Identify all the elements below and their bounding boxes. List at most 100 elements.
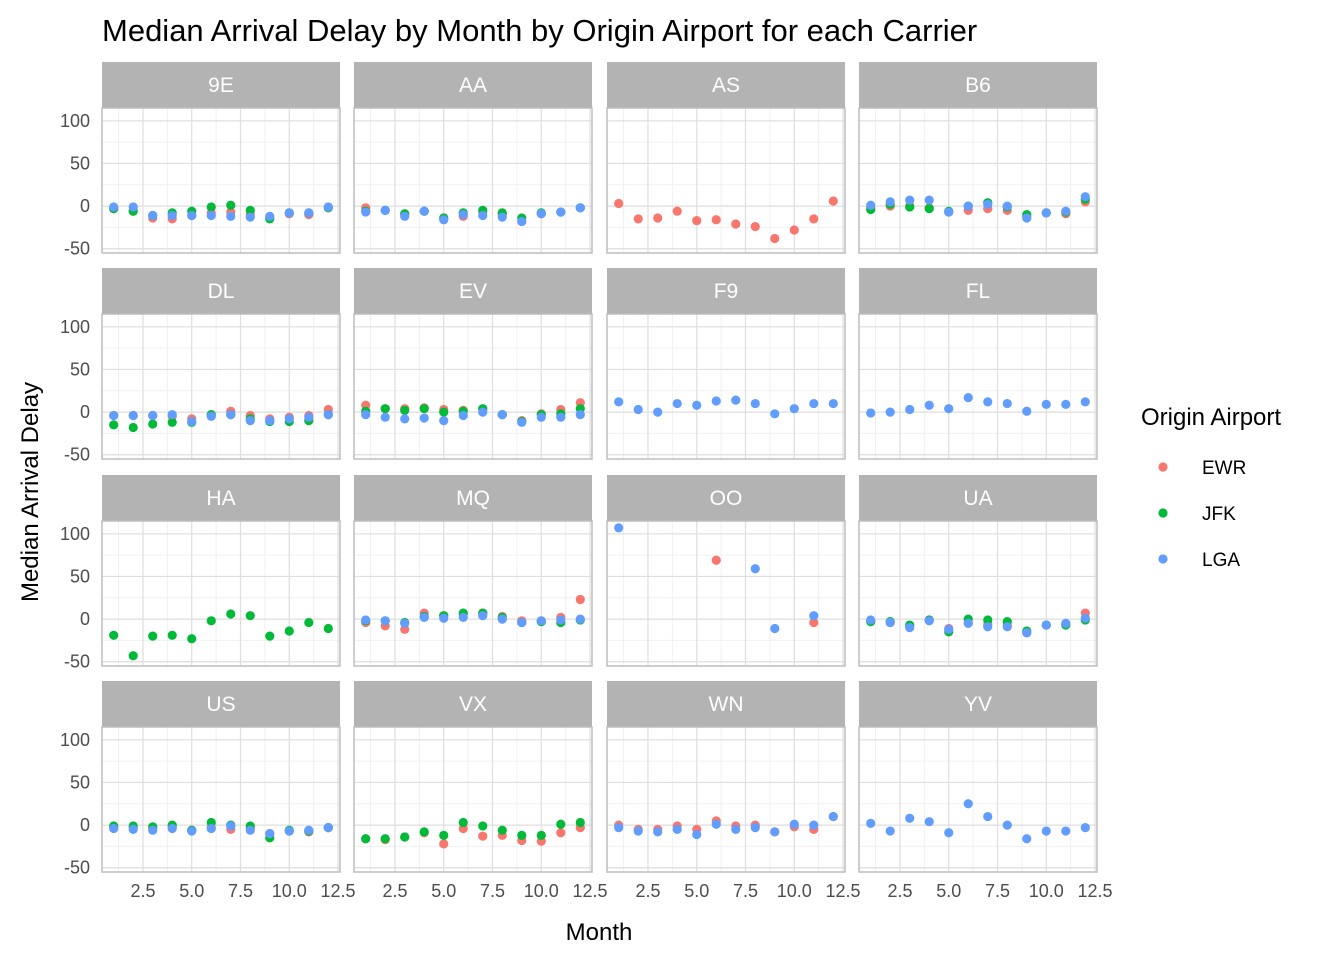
- point-lga: [885, 197, 895, 207]
- point-jfk: [167, 417, 177, 427]
- panel-border: [101, 520, 341, 667]
- x-tick-label: 2.5: [887, 881, 912, 901]
- point-lga: [109, 202, 119, 212]
- point-ewr: [809, 617, 819, 628]
- point-jfk: [167, 630, 177, 640]
- facet-strip: [859, 268, 1097, 314]
- point-lga: [187, 416, 197, 427]
- point-jfk: [983, 615, 993, 625]
- point-lga: [866, 818, 876, 828]
- facet-us: US -50 0 50 100 2.5 5.0 7.5 10.0 12.5: [60, 681, 356, 901]
- point-lga: [885, 826, 895, 836]
- facet-strip-label: 9E: [208, 74, 234, 97]
- point-lga: [983, 199, 993, 209]
- point-lga: [1061, 826, 1071, 836]
- point-lga: [789, 819, 799, 829]
- point-jfk: [148, 419, 158, 429]
- facet-ev: EV: [353, 268, 593, 460]
- point-jfk: [517, 830, 527, 840]
- facet-strip: [354, 475, 592, 521]
- x-tick-label: 10.0: [777, 881, 812, 901]
- x-tick-label: 12.5: [573, 881, 608, 901]
- point-jfk: [284, 626, 294, 636]
- point-lga: [109, 410, 119, 421]
- y-tick-label: 0: [80, 402, 90, 422]
- point-jfk: [187, 634, 197, 644]
- point-jfk: [245, 611, 255, 621]
- x-tick-label: 7.5: [733, 881, 758, 901]
- panel-border: [101, 726, 341, 873]
- point-lga: [866, 200, 876, 210]
- facet-strip: [354, 268, 592, 314]
- facet-strip-label: AA: [459, 74, 487, 97]
- point-lga: [1080, 613, 1090, 623]
- point-lga: [983, 622, 993, 632]
- point-lga: [1061, 399, 1071, 410]
- point-lga: [284, 208, 294, 218]
- facet-oo: OO: [606, 475, 846, 667]
- point-lga: [770, 827, 780, 837]
- x-tick-label: 5.0: [431, 881, 456, 901]
- panel-border: [353, 107, 593, 254]
- legend-key-jfk: [1158, 508, 1168, 518]
- point-jfk: [380, 404, 390, 414]
- point-lga: [497, 212, 507, 222]
- x-tick-label: 5.0: [684, 881, 709, 901]
- x-tick-label: 2.5: [382, 881, 407, 901]
- point-jfk: [361, 834, 371, 844]
- facet-b6: B6: [858, 62, 1098, 254]
- legend-entries: EWR JFK LGA: [1158, 458, 1246, 571]
- point-lga: [809, 611, 819, 621]
- facet-yv: YV 2.5 5.0 7.5 10.0 12.5: [858, 681, 1113, 901]
- point-lga: [206, 210, 216, 221]
- point-lga: [284, 414, 294, 424]
- legend-label-lga: LGA: [1202, 550, 1240, 571]
- point-ewr: [789, 225, 799, 235]
- point-lga: [633, 826, 643, 836]
- point-lga: [556, 412, 566, 422]
- y-tick-label: 50: [70, 772, 90, 792]
- point-jfk: [905, 202, 915, 212]
- point-lga: [556, 207, 566, 217]
- point-lga: [1041, 208, 1051, 218]
- legend: Origin Airport EWR JFK LGA: [1141, 404, 1281, 571]
- point-lga: [226, 211, 236, 221]
- point-lga: [789, 404, 799, 414]
- point-lga: [1061, 618, 1071, 628]
- legend-label-jfk: JFK: [1202, 504, 1236, 525]
- point-lga: [924, 616, 934, 626]
- point-lga: [672, 824, 682, 834]
- point-lga: [944, 828, 954, 838]
- facet-strip: [607, 268, 845, 314]
- point-lga: [963, 799, 973, 809]
- point-lga: [265, 829, 275, 839]
- point-lga: [517, 617, 527, 628]
- point-jfk: [323, 623, 333, 634]
- facet-strip-label: F9: [714, 280, 739, 303]
- panel-border: [858, 520, 1098, 667]
- point-lga: [380, 205, 390, 215]
- point-lga: [400, 414, 410, 424]
- point-jfk: [439, 830, 449, 840]
- point-lga: [1022, 406, 1032, 416]
- facet-strip: [607, 681, 845, 727]
- point-lga: [1002, 201, 1012, 211]
- x-tick-label: 10.0: [524, 881, 559, 901]
- point-jfk: [304, 617, 314, 628]
- point-lga: [361, 410, 371, 420]
- y-tick-label: 50: [70, 153, 90, 173]
- point-lga: [653, 407, 663, 417]
- point-jfk: [148, 631, 158, 641]
- point-jfk: [206, 616, 216, 626]
- point-lga: [380, 412, 390, 422]
- point-ewr: [711, 215, 721, 225]
- facet-strip: [354, 62, 592, 108]
- point-lga: [963, 392, 973, 403]
- y-tick-label: -50: [64, 652, 90, 672]
- facet-strip-label: B6: [965, 74, 991, 97]
- point-lga: [575, 614, 585, 624]
- point-lga: [361, 615, 371, 625]
- point-jfk: [265, 631, 275, 641]
- point-lga: [731, 395, 741, 405]
